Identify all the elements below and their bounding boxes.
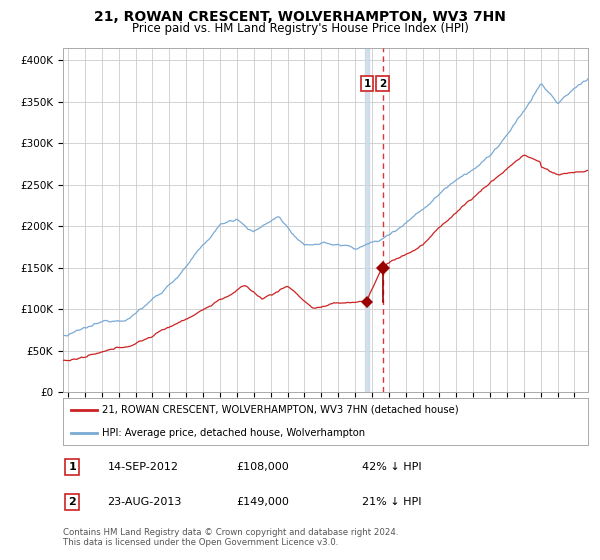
Text: HPI: Average price, detached house, Wolverhampton: HPI: Average price, detached house, Wolv… (103, 428, 365, 438)
Text: 42% ↓ HPI: 42% ↓ HPI (362, 462, 422, 472)
Text: 21, ROWAN CRESCENT, WOLVERHAMPTON, WV3 7HN: 21, ROWAN CRESCENT, WOLVERHAMPTON, WV3 7… (94, 10, 506, 24)
Text: 2: 2 (68, 497, 76, 507)
Text: 14-SEP-2012: 14-SEP-2012 (107, 462, 179, 472)
Text: 23-AUG-2013: 23-AUG-2013 (107, 497, 182, 507)
Text: 2: 2 (379, 79, 386, 89)
Text: £108,000: £108,000 (236, 462, 289, 472)
Bar (365, 48, 369, 392)
Text: 1: 1 (364, 79, 371, 89)
Text: Contains HM Land Registry data © Crown copyright and database right 2024.
This d: Contains HM Land Registry data © Crown c… (63, 528, 398, 547)
Text: 21, ROWAN CRESCENT, WOLVERHAMPTON, WV3 7HN (detached house): 21, ROWAN CRESCENT, WOLVERHAMPTON, WV3 7… (103, 404, 459, 414)
Text: 21% ↓ HPI: 21% ↓ HPI (362, 497, 422, 507)
Text: 1: 1 (68, 462, 76, 472)
Text: Price paid vs. HM Land Registry's House Price Index (HPI): Price paid vs. HM Land Registry's House … (131, 22, 469, 35)
Text: £149,000: £149,000 (236, 497, 289, 507)
